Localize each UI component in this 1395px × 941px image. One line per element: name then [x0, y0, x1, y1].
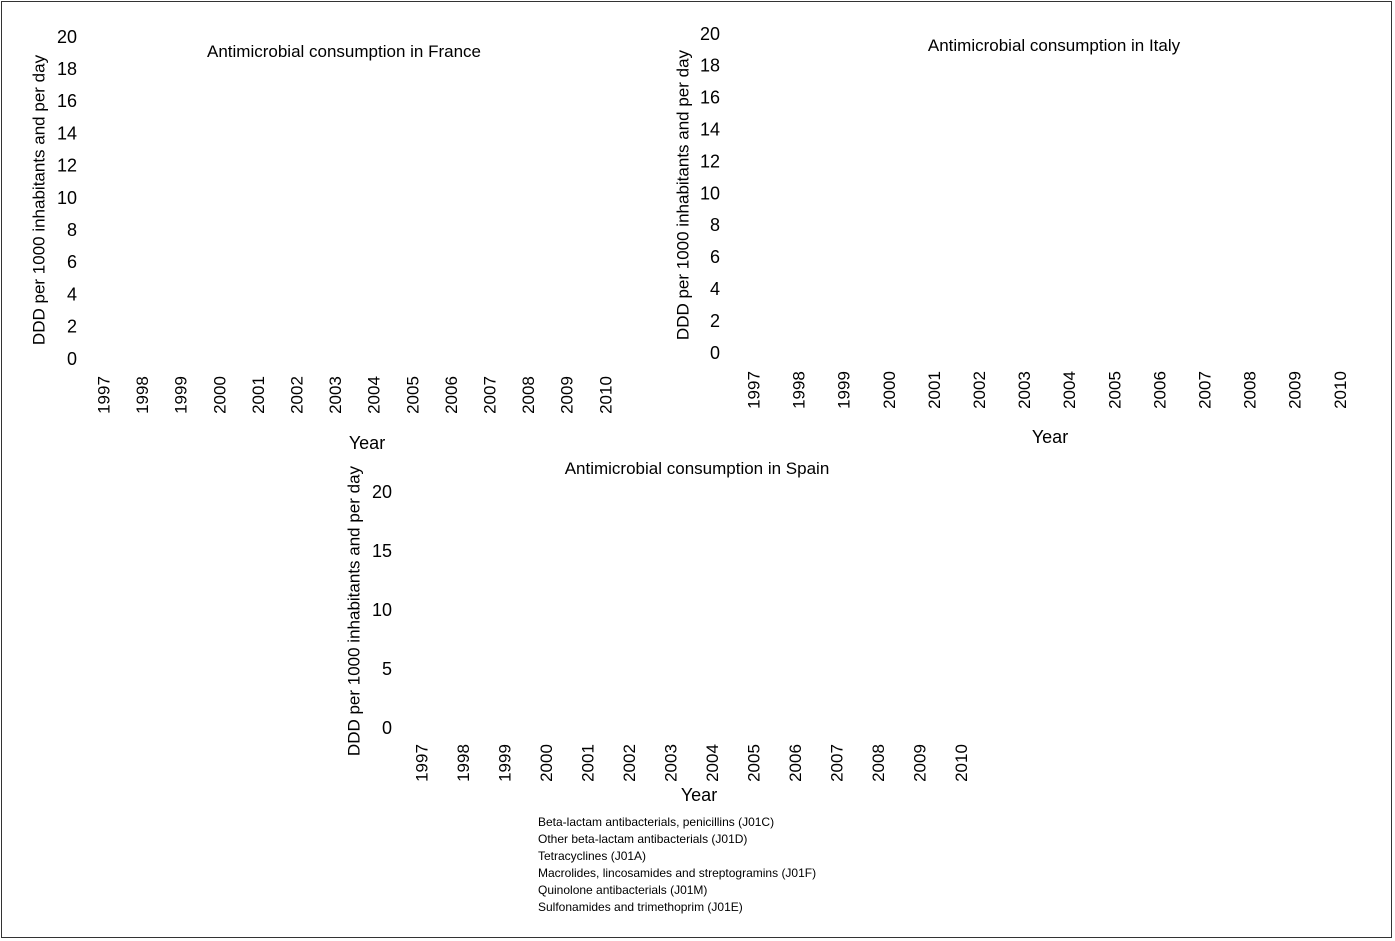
x-tick-label: 2003 — [1015, 371, 1034, 409]
legend-item: Other beta-lactam antibacterials (J01D) — [538, 832, 748, 846]
chart-title: Antimicrobial consumption in Italy — [928, 36, 1181, 55]
x-tick-label: 2010 — [1331, 371, 1350, 409]
x-tick-label: 2006 — [786, 744, 805, 782]
y-tick-label: 12 — [700, 151, 720, 171]
legend-item: Tetracyclines (J01A) — [538, 849, 647, 863]
y-axis-label: DDD per 1000 inhabitants and per day — [673, 49, 692, 340]
x-tick-label: 2002 — [620, 744, 639, 782]
x-tick-label: 2008 — [1241, 371, 1260, 409]
x-tick-label: 2006 — [442, 376, 461, 414]
x-axis-label: Year — [349, 433, 385, 453]
x-tick-label: 2010 — [952, 744, 971, 782]
x-tick-label: 2001 — [249, 376, 268, 414]
y-tick-label: 10 — [700, 183, 720, 203]
y-tick-label: 16 — [57, 91, 77, 111]
y-tick-label: 8 — [710, 215, 720, 235]
y-tick-label: 14 — [57, 123, 77, 143]
x-tick-label: 2005 — [403, 376, 422, 414]
x-tick-label: 2003 — [326, 376, 345, 414]
legend-item: Macrolides, lincosamides and streptogram… — [538, 866, 817, 880]
y-tick-label: 18 — [700, 56, 720, 76]
y-tick-label: 0 — [382, 718, 392, 738]
legend-item: Quinolone antibacterials (J01M) — [538, 883, 708, 897]
x-tick-label: 1998 — [454, 744, 473, 782]
y-axis-label: DDD per 1000 inhabitants and per day — [29, 54, 48, 345]
y-tick-label: 4 — [710, 279, 720, 299]
x-tick-label: 1999 — [172, 376, 191, 414]
x-tick-label: 1999 — [495, 744, 514, 782]
x-tick-label: 2004 — [365, 376, 384, 414]
y-tick-label: 18 — [57, 59, 77, 79]
x-tick-label: 2000 — [210, 376, 229, 414]
x-tick-label: 2000 — [880, 371, 899, 409]
x-tick-label: 2008 — [869, 744, 888, 782]
y-tick-label: 2 — [710, 311, 720, 331]
chart-title: Antimicrobial consumption in Spain — [565, 459, 830, 478]
x-tick-label: 2006 — [1150, 371, 1169, 409]
y-tick-label: 15 — [372, 541, 392, 561]
x-tick-label: 1998 — [133, 376, 152, 414]
x-tick-label: 1997 — [744, 371, 763, 409]
x-tick-label: 1997 — [412, 744, 431, 782]
chart-title: Antimicrobial consumption in France — [207, 42, 481, 61]
x-tick-label: 2008 — [519, 376, 538, 414]
y-tick-label: 14 — [700, 119, 720, 139]
y-axis-label: DDD per 1000 inhabitants and per day — [344, 465, 363, 756]
x-tick-label: 2001 — [578, 744, 597, 782]
y-tick-label: 0 — [67, 349, 77, 369]
y-tick-label: 8 — [67, 220, 77, 240]
legend-item: Beta-lactam antibacterials, penicillins … — [538, 815, 775, 829]
x-tick-label: 2002 — [287, 376, 306, 414]
x-tick-label: 2009 — [558, 376, 577, 414]
y-tick-label: 0 — [710, 343, 720, 363]
y-tick-label: 2 — [67, 317, 77, 337]
x-tick-label: 2001 — [925, 371, 944, 409]
x-tick-label: 2004 — [703, 744, 722, 782]
x-tick-label: 2007 — [827, 744, 846, 782]
x-tick-label: 2003 — [661, 744, 680, 782]
y-tick-label: 16 — [700, 88, 720, 108]
y-tick-label: 6 — [710, 247, 720, 267]
x-tick-label: 2009 — [910, 744, 929, 782]
x-tick-label: 2004 — [1060, 371, 1079, 409]
x-tick-label: 2005 — [1105, 371, 1124, 409]
y-tick-label: 10 — [57, 188, 77, 208]
x-axis-label: Year — [681, 785, 717, 805]
y-tick-label: 20 — [700, 24, 720, 44]
x-tick-label: 2000 — [537, 744, 556, 782]
y-tick-label: 12 — [57, 156, 77, 176]
x-tick-label: 2002 — [970, 371, 989, 409]
y-tick-label: 4 — [67, 284, 77, 304]
y-tick-label: 20 — [372, 482, 392, 502]
legend-item: Sulfonamides and trimethoprim (J01E) — [538, 900, 743, 914]
x-tick-label: 1998 — [790, 371, 809, 409]
x-tick-label: 2010 — [596, 376, 615, 414]
x-tick-label: 1997 — [94, 376, 113, 414]
y-tick-label: 6 — [67, 252, 77, 272]
legend: Beta-lactam antibacterials, penicillins … — [538, 814, 816, 916]
x-tick-label: 2009 — [1286, 371, 1305, 409]
x-tick-label: 2007 — [1195, 371, 1214, 409]
y-tick-label: 10 — [372, 600, 392, 620]
y-tick-label: 20 — [57, 27, 77, 47]
x-tick-label: 2007 — [480, 376, 499, 414]
y-tick-label: 5 — [382, 659, 392, 679]
x-tick-label: 2005 — [744, 744, 763, 782]
x-axis-label: Year — [1032, 427, 1068, 447]
x-tick-label: 1999 — [835, 371, 854, 409]
